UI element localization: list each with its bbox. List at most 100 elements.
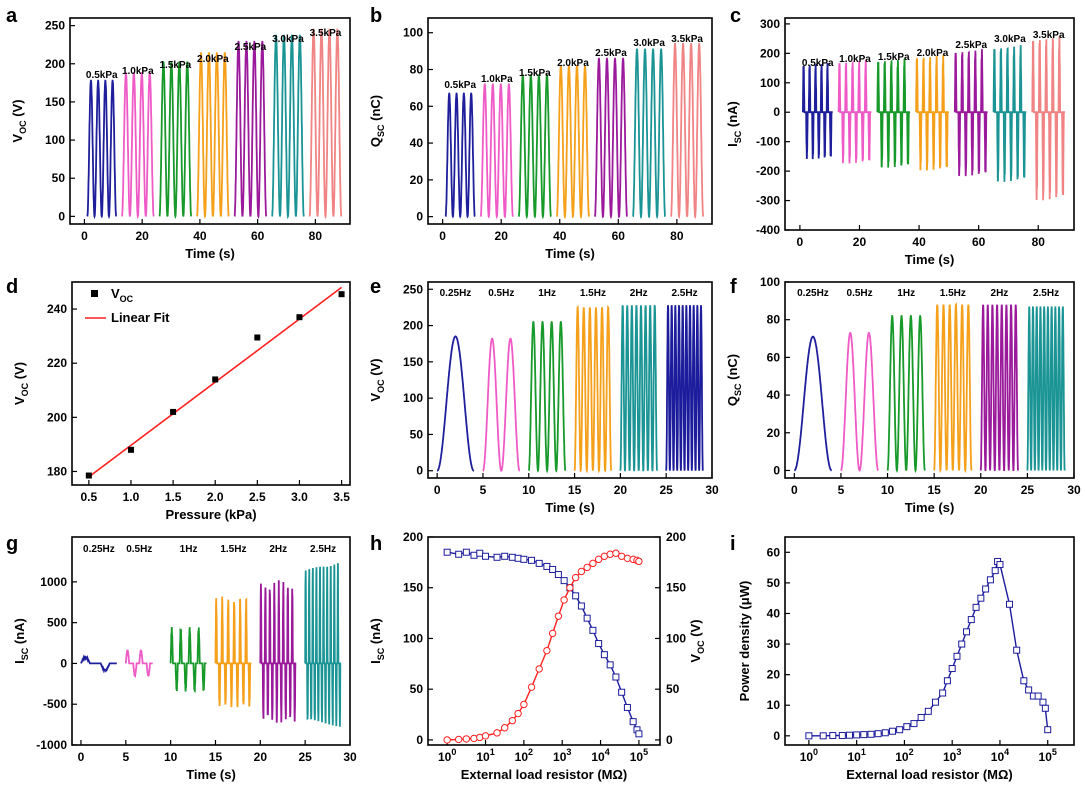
x-axis-label: Pressure (kPa) bbox=[165, 507, 256, 522]
data-point bbox=[454, 735, 463, 744]
panel-label: i bbox=[730, 533, 736, 555]
series-label: 1.0kPa bbox=[839, 54, 871, 65]
data-point bbox=[589, 559, 597, 568]
panel-c: c 0 20 40 60 80 -400 -300 -200 -100 0 100 200 300 0.5k… bbox=[725, 5, 1075, 267]
plot-frame bbox=[69, 17, 351, 225]
plot-frame bbox=[71, 281, 351, 486]
plot-frame bbox=[784, 536, 1075, 746]
y-tick-label: 80 bbox=[410, 63, 424, 77]
data-point bbox=[462, 548, 470, 556]
x-tick-label: 2.5 bbox=[249, 490, 266, 504]
series-label: 2.5Hz bbox=[310, 544, 336, 555]
data-point bbox=[501, 552, 509, 560]
x-tick-label: 5 bbox=[122, 750, 129, 764]
data-point bbox=[528, 556, 536, 564]
x-tick-label: 30 bbox=[1067, 483, 1081, 497]
y-tick-label: 100 bbox=[403, 391, 423, 405]
panel-label: b bbox=[370, 5, 382, 27]
y-axis-label-part: V bbox=[12, 396, 27, 405]
series-3.0kPa bbox=[632, 48, 666, 220]
y-axis-label-part: (nA) bbox=[12, 618, 27, 648]
legend-text-part: V bbox=[111, 286, 120, 301]
y2-tick-label: 200 bbox=[666, 530, 686, 544]
x-tick-label: 25 bbox=[298, 750, 312, 764]
y-tick-label: 0 bbox=[773, 105, 780, 119]
y-tick-label: 150 bbox=[45, 95, 65, 109]
x-tick-label: 40 bbox=[193, 229, 207, 243]
y2-axis-label-part: (V) bbox=[688, 619, 703, 640]
series-0.25Hz bbox=[793, 335, 833, 472]
y-tick-label: 50 bbox=[767, 576, 781, 590]
series-label: 3.5kPa bbox=[1033, 30, 1065, 41]
data-point bbox=[543, 646, 551, 655]
x-tick-label: 25 bbox=[1021, 483, 1035, 497]
x-tick-label: 0 bbox=[81, 229, 88, 243]
series-0.5kPa bbox=[86, 79, 118, 220]
y-tick-label: -1000 bbox=[36, 738, 67, 752]
data-point bbox=[953, 652, 961, 660]
plot-frame bbox=[784, 281, 1075, 479]
series-2.5Hz bbox=[304, 563, 342, 727]
series-2.0kPa bbox=[555, 65, 590, 220]
series-label: 1.5kPa bbox=[878, 52, 910, 63]
series-3.5kPa bbox=[1031, 36, 1066, 201]
data-point bbox=[618, 688, 626, 696]
data-point bbox=[986, 576, 994, 584]
data-point bbox=[508, 716, 517, 725]
panel-label: h bbox=[370, 533, 382, 555]
data-point bbox=[577, 567, 586, 576]
data-point bbox=[296, 314, 303, 321]
x-tick-label: 1.5 bbox=[165, 490, 182, 504]
y-tick-label: 240 bbox=[47, 302, 67, 316]
data-point bbox=[560, 577, 568, 585]
y-tick-label: 60 bbox=[767, 350, 781, 364]
series-label: 0.5kPa bbox=[86, 70, 118, 81]
legend-label-fit: Linear Fit bbox=[111, 310, 170, 325]
series-0.5Hz bbox=[840, 331, 879, 472]
data-point bbox=[963, 628, 971, 636]
y-axis-label-part: SC bbox=[20, 647, 30, 660]
x-tick-exponent: 5 bbox=[643, 747, 648, 757]
series-label: 2.5Hz bbox=[1033, 288, 1059, 299]
x-tick-exponent: 3 bbox=[956, 747, 961, 757]
x-tick-label: 2.0 bbox=[207, 490, 224, 504]
x-tick-label: 10 bbox=[522, 483, 536, 497]
x-tick-exponent: 2 bbox=[909, 747, 914, 757]
data-point bbox=[612, 549, 620, 557]
y2-tick-label: 100 bbox=[666, 631, 686, 645]
data-point bbox=[543, 562, 551, 570]
y-axis-label-part: Q bbox=[368, 137, 383, 147]
data-point bbox=[896, 726, 904, 734]
y-axis-label-part: OC bbox=[18, 120, 28, 134]
y2-tick-label: 150 bbox=[666, 581, 686, 595]
y-tick-label: 100 bbox=[403, 631, 423, 645]
y-tick-label: 0 bbox=[60, 656, 67, 670]
y-tick-label: 100 bbox=[760, 275, 780, 289]
series-0.25Hz bbox=[80, 654, 117, 674]
panel-label: d bbox=[6, 276, 18, 298]
series-1.5Hz bbox=[933, 301, 973, 474]
series-1.0kPa bbox=[121, 72, 155, 219]
y2-tick-label: 0 bbox=[666, 733, 673, 747]
data-point bbox=[805, 732, 813, 740]
x-tick-label: 15 bbox=[209, 750, 223, 764]
data-point bbox=[571, 573, 580, 582]
x-tick-label: 20 bbox=[254, 750, 268, 764]
series-1.5kPa bbox=[517, 74, 552, 220]
y-tick-label: -500 bbox=[43, 697, 67, 711]
y-axis-label: VOC (V) bbox=[12, 362, 30, 405]
y-tick-label: 220 bbox=[47, 356, 67, 370]
x-tick-label: 103 bbox=[553, 747, 571, 764]
series-label: 2.0kPa bbox=[197, 54, 229, 65]
legend-label-voc: VOC bbox=[111, 286, 134, 304]
y-tick-label: 150 bbox=[403, 581, 423, 595]
x-tick-exponent: 2 bbox=[528, 747, 533, 757]
series-label: 3.0kPa bbox=[633, 38, 665, 49]
x-tick-label: 20 bbox=[135, 229, 149, 243]
y-tick-label: 60 bbox=[410, 99, 424, 113]
data-point bbox=[1006, 600, 1014, 608]
series-label: 2.0kPa bbox=[557, 58, 589, 69]
series-3.5kPa bbox=[308, 28, 343, 220]
panel-a: a 0 20 40 60 80 0 50 100 150 200 250 0.5kPa 1.0kPa 1.5… bbox=[6, 5, 351, 261]
